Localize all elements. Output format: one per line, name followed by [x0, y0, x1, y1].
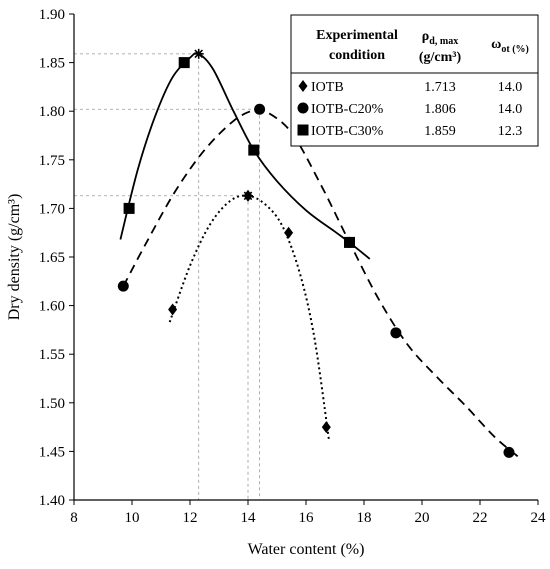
data-point-square [248, 144, 260, 156]
legend-marker-diamond [298, 80, 308, 92]
legend-rows: IOTB 1.713 14.0 IOTB-C20% 1.806 14.0 IOTB-C30%… [297, 80, 523, 139]
peak-star-stroke [194, 49, 204, 59]
data-point-square [178, 57, 190, 69]
data-point-diamond [168, 303, 178, 316]
y-tick-label: 1.40 [39, 493, 65, 509]
legend-header-condition-1: Experimental [316, 28, 398, 43]
legend-rho-value: 1.806 [424, 102, 456, 117]
y-tick-label: 1.75 [39, 153, 65, 169]
legend-rho-value: 1.859 [424, 124, 456, 139]
peak-marker-series-1 [254, 104, 265, 115]
legend-header-density-unit: (g/cm³) [419, 50, 462, 65]
legend-header-density: ρd, max [422, 29, 458, 47]
legend-omega-value: 12.3 [498, 124, 523, 139]
legend-marker-circle [297, 102, 309, 114]
fit-curve-series-1 [122, 107, 519, 457]
data-point-circle [390, 327, 402, 339]
data-markers [117, 48, 515, 458]
x-tick-label: 14 [241, 510, 257, 526]
y-tick-label: 1.60 [39, 299, 65, 315]
peak-marker-series-0 [243, 190, 253, 201]
legend-omega-value: 14.0 [498, 80, 523, 95]
peak-star-stroke [243, 191, 253, 201]
x-tick-label: 18 [357, 510, 372, 526]
y-tick-label: 1.85 [39, 56, 65, 72]
x-tick-label: 10 [125, 510, 140, 526]
data-point-square [123, 202, 135, 214]
peak-star-stroke [255, 104, 264, 114]
y-tick-label: 1.55 [39, 347, 65, 363]
legend-header-water: ωot (%) [491, 37, 529, 55]
legend-label: IOTB-C20% [311, 102, 384, 117]
x-tick-label: 12 [183, 510, 198, 526]
legend-omega-value: 14.0 [498, 102, 523, 117]
data-point-diamond [321, 421, 331, 434]
legend-box [290, 14, 539, 147]
peak-marker-series-2 [193, 48, 204, 59]
y-tick-label: 1.70 [39, 201, 65, 217]
legend-header-water-symbol: ω [491, 37, 501, 52]
data-point-circle [117, 280, 129, 292]
legend-header-density-symbol: ρ [422, 29, 430, 44]
legend-header-water-sub: ot (%) [501, 44, 529, 55]
x-tick-label: 8 [70, 510, 78, 526]
x-axis-title: Water content (%) [248, 541, 365, 558]
legend-label: IOTB [311, 80, 344, 95]
fit-curves [119, 52, 519, 457]
ticks: 8 10 12 14 16 18 20 22 24 1.40 1.45 1.50 1.55 1.60 1.6… [39, 7, 546, 526]
data-point-diamond [284, 226, 294, 239]
fit-curve-series-0 [168, 194, 331, 442]
y-axis-title: Dry density (g/cm³) [6, 194, 23, 321]
legend-marker-square [297, 124, 309, 136]
y-tick-label: 1.90 [39, 7, 65, 23]
fit-curve-series-2 [119, 52, 371, 260]
x-tick-label: 24 [531, 510, 547, 526]
data-point-circle [503, 446, 515, 458]
guide-lines [74, 53, 261, 500]
y-tick-label: 1.80 [39, 104, 65, 120]
y-tick-label: 1.45 [39, 444, 65, 460]
legend-header-density-sub: d, max [429, 36, 458, 47]
x-tick-label: 16 [299, 510, 315, 526]
legend-rho-value: 1.713 [424, 80, 456, 95]
x-tick-label: 22 [473, 510, 488, 526]
legend-label: IOTB-C30% [311, 124, 384, 139]
legend-header-condition-2: condition [329, 48, 385, 63]
x-tick-label: 20 [415, 510, 430, 526]
legend-table: Experimental condition ρd, max (g/cm³) ω… [290, 14, 539, 147]
y-tick-label: 1.65 [39, 250, 65, 266]
data-point-square [344, 236, 355, 248]
y-tick-label: 1.50 [39, 396, 65, 412]
